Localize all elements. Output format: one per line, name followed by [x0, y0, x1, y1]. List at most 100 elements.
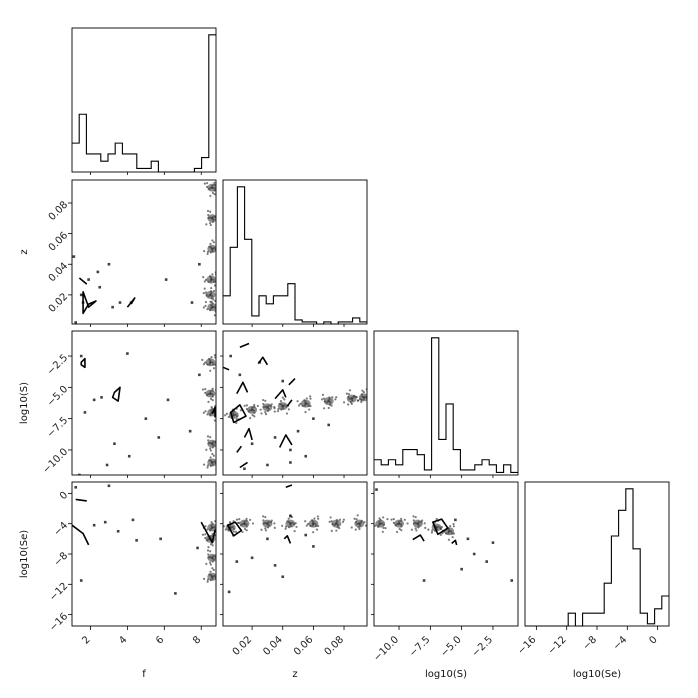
sample-point [207, 546, 210, 549]
contour-level [80, 357, 86, 369]
density-core [207, 303, 216, 312]
contour-level [285, 484, 293, 489]
hist-panel-log10s [373, 330, 519, 476]
sample-point [202, 577, 206, 580]
x-tick-label: 2 [80, 634, 92, 646]
sample-point [452, 522, 455, 526]
sample-point [105, 463, 109, 467]
contour-level [226, 521, 243, 537]
histogram-bin [604, 583, 611, 626]
sample-point [218, 217, 220, 219]
density-core [285, 519, 296, 528]
sample-point [249, 518, 252, 521]
sample-point [118, 301, 122, 304]
sample-point [212, 568, 215, 572]
x-tick-label: 0.06 [292, 634, 316, 658]
y-tick-label: 0.02 [47, 291, 71, 315]
contour-level [274, 389, 287, 400]
sample-point [202, 276, 205, 279]
sample-point [144, 417, 148, 420]
sample-point [212, 367, 216, 370]
sample-point [96, 270, 100, 274]
histogram-bin [504, 465, 511, 475]
histogram-bin [424, 470, 431, 475]
sample-point [260, 412, 263, 415]
sample-point [204, 410, 207, 413]
sample-point [209, 300, 212, 303]
sample-point [329, 516, 332, 519]
density-core [300, 399, 311, 408]
sample-point [342, 401, 346, 404]
sample-point [412, 515, 415, 518]
sample-point [447, 538, 451, 541]
sample-point [335, 529, 338, 532]
sample-point [213, 181, 216, 184]
sample-point [216, 461, 218, 463]
sample-point [209, 456, 212, 459]
y-axis-z: 0.02 0.04 0.06 0.08 [47, 199, 72, 315]
y-tick-label: 0.08 [47, 199, 71, 223]
sample-point [368, 401, 370, 403]
sample-point [216, 310, 218, 312]
sample-point [210, 356, 213, 359]
sample-point [362, 390, 365, 394]
sample-point [209, 449, 212, 452]
histogram-bin [439, 439, 446, 475]
sample-point [316, 515, 319, 518]
sample-point [285, 412, 289, 415]
sample-point [264, 527, 267, 530]
sample-point [262, 515, 265, 518]
sample-point [111, 305, 114, 309]
sample-point [382, 516, 385, 519]
sample-point [330, 529, 333, 532]
sample-point [414, 516, 417, 519]
sample-point [214, 405, 216, 408]
sample-point [398, 527, 401, 531]
sample-point [427, 528, 430, 531]
contour-level [82, 291, 97, 315]
sample-point [217, 251, 219, 253]
sample-point [406, 522, 409, 525]
sample-point [213, 353, 216, 357]
sample-point [198, 373, 201, 377]
sample-point [211, 567, 214, 570]
panel-frame [373, 481, 519, 627]
sample-point [350, 526, 353, 529]
contour-level [236, 381, 249, 394]
contour-level [283, 535, 292, 544]
x-tick-label: −10.0 [372, 634, 401, 663]
y-tick-label: −7.5 [45, 415, 70, 440]
sample-point [100, 396, 103, 399]
sample-point [174, 592, 177, 595]
histogram-bin [475, 465, 482, 475]
histogram-bin [194, 168, 201, 172]
y-tick-label: −4 [52, 520, 70, 538]
sample-point [251, 522, 255, 525]
y-tick-label: −12 [48, 581, 71, 604]
sample-point [384, 527, 387, 530]
sample-point [207, 400, 210, 403]
sample-point [216, 247, 218, 249]
sample-point [321, 393, 325, 396]
pair-panel-f-vs-log10se [71, 481, 217, 627]
contour-level [111, 386, 121, 402]
histogram-bin [79, 114, 86, 172]
sample-point [210, 406, 213, 409]
sample-point [250, 442, 254, 445]
sample-point [107, 262, 111, 266]
sample-point [113, 442, 116, 445]
x-axis-log10se: −16 −12 −8 −4 0 [516, 626, 660, 657]
sample-point [243, 527, 247, 531]
histogram-bin [446, 404, 453, 475]
sample-point [219, 447, 221, 449]
sample-point [198, 262, 201, 266]
sample-point [251, 414, 254, 417]
sample-point [218, 442, 220, 444]
sample-point [190, 301, 194, 304]
sample-point [159, 537, 162, 541]
density-core [207, 439, 216, 448]
pair-panel-z-vs-log10se [222, 481, 368, 627]
sample-point [273, 410, 276, 413]
sample-point [356, 514, 359, 517]
